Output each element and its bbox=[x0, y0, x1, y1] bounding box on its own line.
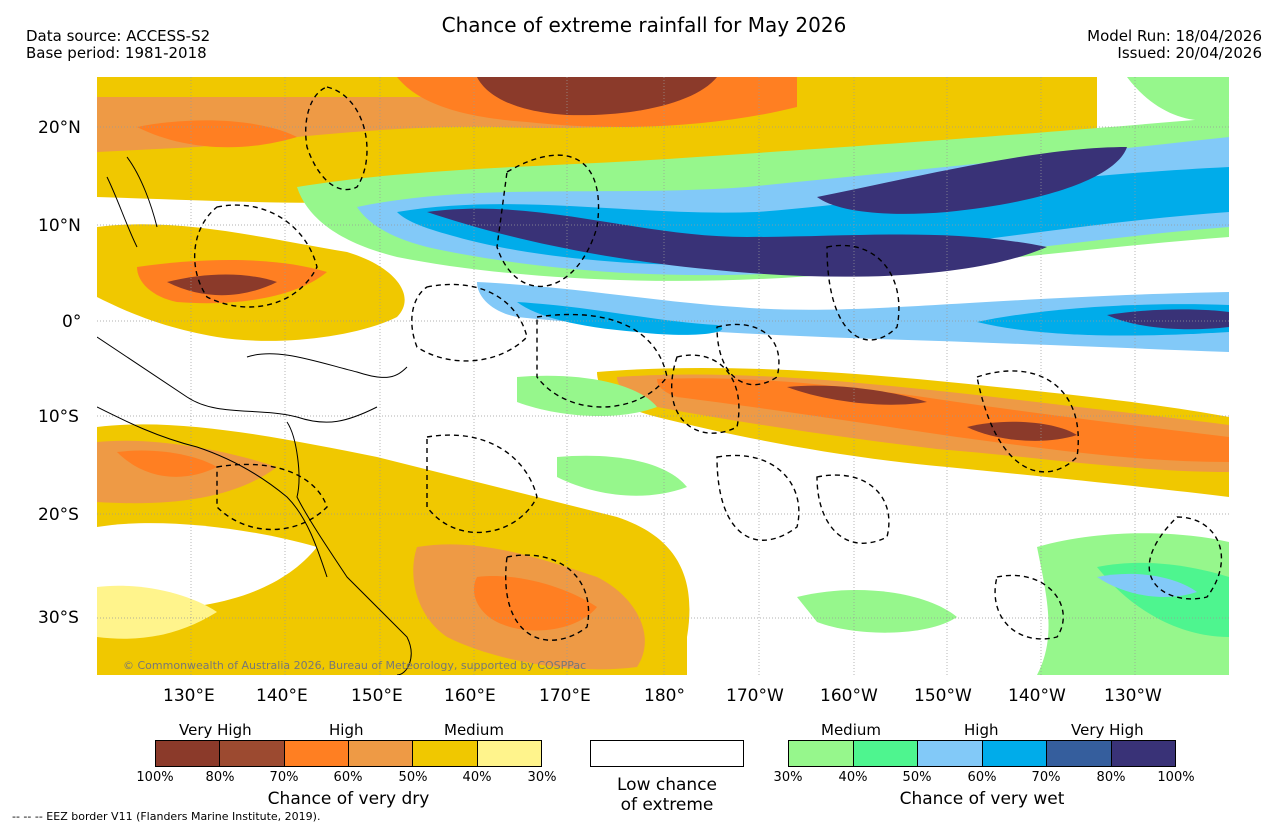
wet-tick: 70% bbox=[1031, 770, 1061, 785]
eez-note: -- -- -- EEZ border V11 (Flanders Marine… bbox=[12, 810, 321, 823]
low-chance-box bbox=[590, 740, 744, 767]
wet-colorbar bbox=[788, 740, 1176, 767]
swatch bbox=[156, 741, 221, 766]
map-title: Chance of extreme rainfall for May 2026 bbox=[441, 13, 847, 37]
dry-tick: 100% bbox=[136, 770, 174, 785]
low-chance-caption-1: Low chance bbox=[617, 775, 717, 795]
lon-tick: 150°W bbox=[914, 686, 972, 706]
lon-tick: 140°E bbox=[256, 686, 308, 706]
lon-tick: 170°E bbox=[539, 686, 591, 706]
swatch bbox=[284, 741, 349, 766]
copyright-note: © Commonwealth of Australia 2026, Bureau… bbox=[123, 659, 587, 672]
lon-tick: 150°E bbox=[351, 686, 403, 706]
swatch bbox=[1047, 741, 1112, 766]
dry-colorbar bbox=[155, 740, 542, 767]
swatch bbox=[413, 741, 478, 766]
dry-tick: 80% bbox=[205, 770, 235, 785]
dry-tick: 50% bbox=[398, 770, 428, 785]
lat-tick: 10°N bbox=[38, 216, 81, 236]
issued-date: Issued: 20/04/2026 bbox=[1117, 44, 1262, 62]
dry-level-medium: Medium bbox=[444, 721, 504, 739]
lon-tick: 160°E bbox=[444, 686, 496, 706]
lon-tick: 170°W bbox=[726, 686, 784, 706]
model-run: Model Run: 18/04/2026 bbox=[1087, 27, 1262, 45]
wet-level-medium: Medium bbox=[821, 721, 881, 739]
wet-tick: 50% bbox=[902, 770, 932, 785]
swatch bbox=[982, 741, 1047, 766]
swatch bbox=[477, 741, 541, 766]
base-period: Base period: 1981-2018 bbox=[26, 44, 207, 62]
lon-tick: 130°W bbox=[1104, 686, 1162, 706]
lat-tick: 30°S bbox=[38, 608, 79, 628]
dry-tick: 30% bbox=[527, 770, 557, 785]
low-chance-caption-2: of extreme bbox=[620, 795, 714, 815]
lon-tick: 140°W bbox=[1008, 686, 1066, 706]
wet-level-high: High bbox=[964, 721, 999, 739]
swatch bbox=[348, 741, 414, 766]
swatch bbox=[918, 741, 983, 766]
lat-tick: 10°S bbox=[38, 407, 79, 427]
wet-tick: 30% bbox=[773, 770, 803, 785]
dry-caption: Chance of very dry bbox=[267, 789, 430, 809]
swatch bbox=[789, 741, 854, 766]
wet-caption: Chance of very wet bbox=[899, 789, 1065, 809]
wet-tick: 80% bbox=[1096, 770, 1126, 785]
wet-level-very-high: Very High bbox=[1071, 721, 1144, 739]
dry-level-very-high: Very High bbox=[179, 721, 252, 739]
lon-tick: 160°W bbox=[820, 686, 878, 706]
dry-tick: 40% bbox=[462, 770, 492, 785]
lat-tick: 20°N bbox=[38, 118, 81, 138]
wet-tick: 60% bbox=[967, 770, 997, 785]
dry-tick: 60% bbox=[333, 770, 363, 785]
swatch bbox=[1111, 741, 1175, 766]
wet-tick: 100% bbox=[1157, 770, 1195, 785]
lon-tick: 130°E bbox=[163, 686, 215, 706]
dry-level-high: High bbox=[329, 721, 364, 739]
swatch bbox=[220, 741, 285, 766]
data-source: Data source: ACCESS-S2 bbox=[26, 27, 211, 45]
lon-tick: 180° bbox=[644, 686, 685, 706]
wet-tick: 40% bbox=[838, 770, 868, 785]
rainfall-map bbox=[97, 77, 1229, 675]
dry-tick: 70% bbox=[269, 770, 299, 785]
lat-tick: 0° bbox=[62, 312, 82, 332]
swatch bbox=[853, 741, 918, 766]
lat-tick: 20°S bbox=[38, 505, 79, 525]
